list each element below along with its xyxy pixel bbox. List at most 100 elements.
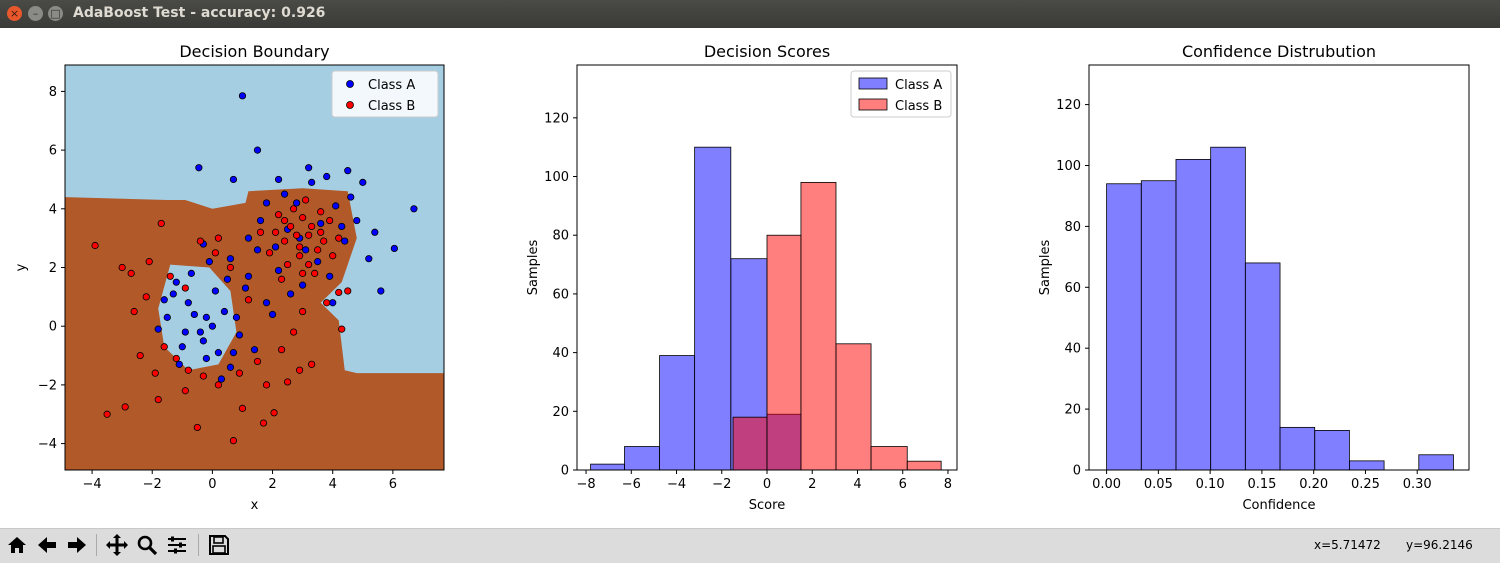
class-a-point <box>205 258 213 266</box>
class-a-point <box>286 290 295 298</box>
floppy-disk-icon <box>209 535 229 555</box>
confidence-bar <box>1244 262 1281 471</box>
forward-button[interactable] <box>64 532 90 558</box>
class-b-point <box>157 219 165 228</box>
zoom-button[interactable] <box>134 532 160 558</box>
window-close-button[interactable]: × <box>7 6 22 21</box>
axes-frame-3: 0.00 0.05 0.10 0.15 0.20 0.25 0.30 0 20 40 60 80 100… <box>1038 42 1470 513</box>
x-tick-label: 0.05 <box>1144 477 1173 492</box>
x-tick-label: 0 <box>208 477 216 492</box>
class-a-point <box>220 307 229 316</box>
class-a-point <box>214 349 223 357</box>
x-tick-label: 8 <box>944 477 952 492</box>
class-b-point <box>172 354 180 363</box>
class-b-point <box>262 381 271 389</box>
class-a-point <box>329 299 337 307</box>
class-a-point <box>169 290 177 298</box>
class-a-point <box>274 175 283 184</box>
y-tick-label: 100 <box>1056 159 1081 174</box>
class-b-point <box>259 419 268 427</box>
legend-swatch <box>858 77 888 90</box>
save-button[interactable] <box>206 532 232 558</box>
class-a-point <box>163 313 171 321</box>
x-tick-label: 4 <box>853 477 861 492</box>
y-tick-label: 0 <box>49 320 57 335</box>
y-tick-label: 40 <box>1064 342 1081 357</box>
class-a-point <box>235 331 244 339</box>
class-b-point <box>199 372 207 380</box>
class-b-point <box>121 403 129 411</box>
x-tick-label: 0.00 <box>1092 477 1121 492</box>
class-a-point <box>154 325 162 333</box>
class-a-bar <box>624 446 660 471</box>
class-a-point <box>293 199 301 207</box>
confidence-bar <box>1210 146 1246 471</box>
x-tick-label: −2 <box>143 477 162 492</box>
home-icon <box>8 537 26 553</box>
legend-label: Class A <box>368 78 415 93</box>
class-b-point <box>145 258 153 266</box>
class-b-point <box>286 222 295 231</box>
x-tick-label: 0.20 <box>1299 477 1328 492</box>
move-icon <box>106 534 128 556</box>
class-b-point <box>166 272 174 280</box>
class-b-point <box>326 216 334 225</box>
confidence-bar <box>1279 426 1316 471</box>
back-button[interactable] <box>34 532 60 558</box>
window-minimize-button[interactable]: – <box>28 6 43 21</box>
class-b-point <box>118 263 126 272</box>
y-tick-label: 6 <box>49 144 57 159</box>
class-a-point <box>175 360 183 368</box>
legend-swatch <box>858 98 888 111</box>
class-a-point <box>211 287 219 295</box>
class-b-point <box>151 369 159 377</box>
class-b-point <box>235 369 244 377</box>
class-a-point <box>365 255 373 263</box>
legend-label: Class A <box>895 78 942 93</box>
y-tick-label: 2 <box>49 261 57 276</box>
class-b-point <box>305 260 313 269</box>
class-b-point <box>244 296 253 304</box>
class-a-point <box>181 328 189 336</box>
class-b-point <box>211 249 219 257</box>
class-b-point <box>196 237 204 245</box>
pan-button[interactable] <box>104 532 130 558</box>
class-b-point <box>290 205 298 213</box>
class-a-point <box>332 202 340 210</box>
class-a-point <box>160 296 168 304</box>
class-b-point <box>283 378 292 386</box>
class-b-point <box>277 346 286 354</box>
class-a-bar <box>694 146 732 471</box>
class-a-point <box>371 228 379 236</box>
class-a-point <box>238 92 247 100</box>
class-a-point <box>232 313 241 321</box>
class-b-point <box>280 237 289 245</box>
x-coordinate-readout: x=5.71472 <box>1314 538 1381 552</box>
decision-scores-plot <box>590 146 942 471</box>
home-button[interactable] <box>4 532 30 558</box>
class-a-point <box>178 343 186 351</box>
toolbar-separator <box>198 534 199 556</box>
class-b-point <box>311 269 319 277</box>
y-tick-label: 0 <box>1073 464 1081 479</box>
class-a-point <box>344 167 352 175</box>
class-a-point <box>202 313 210 321</box>
x-tick-label: 0.15 <box>1247 477 1276 492</box>
window-maximize-button[interactable]: □ <box>48 6 63 21</box>
class-a-point <box>226 255 235 263</box>
class-b-point <box>302 196 310 204</box>
figure-canvas[interactable]: −4 −2 0 2 4 6 −4 −2 0 2 4 6 8 Decision Boundary x y Clas… <box>0 28 1500 528</box>
configure-subplots-button[interactable] <box>164 532 190 558</box>
class-b-point <box>335 234 343 242</box>
x-tick-label: −6 <box>622 477 641 492</box>
y-tick-label: 20 <box>552 405 569 420</box>
y-tick-label: 80 <box>552 229 569 244</box>
class-a-point <box>317 219 325 228</box>
class-a-point <box>305 164 313 172</box>
x-axis-label: Confidence <box>1242 498 1315 513</box>
class-b-point <box>280 216 289 225</box>
class-b-point <box>91 241 99 250</box>
y-tick-label: 120 <box>544 111 569 126</box>
class-a-point <box>229 175 238 184</box>
